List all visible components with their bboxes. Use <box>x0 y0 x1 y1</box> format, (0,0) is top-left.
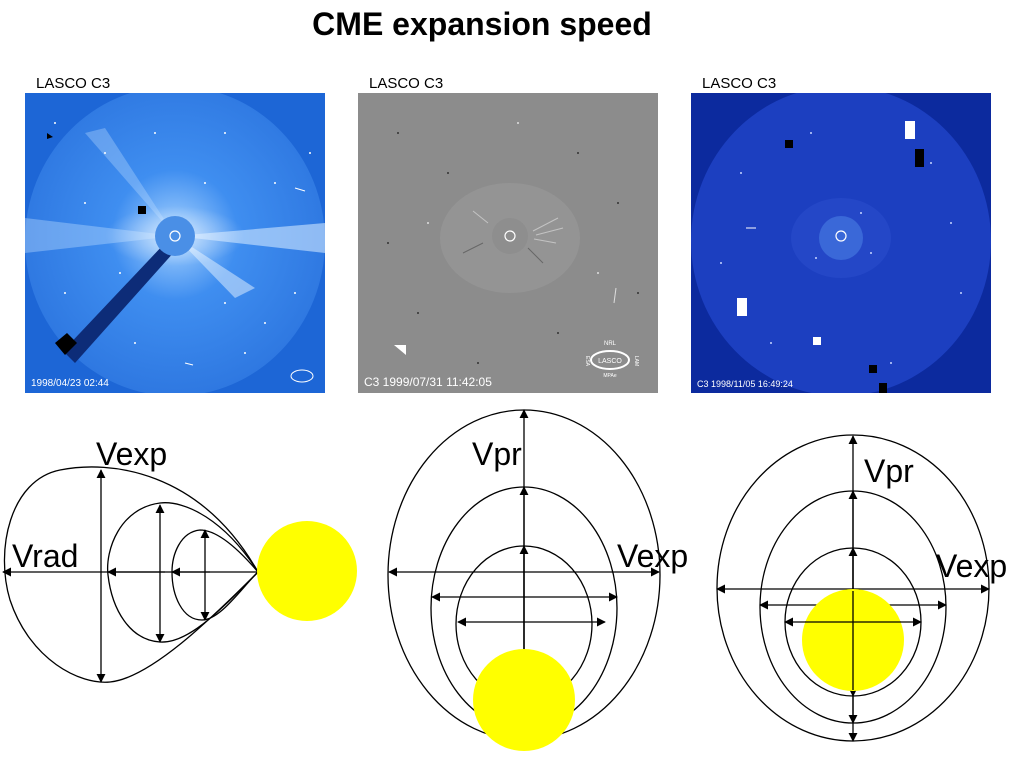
left-diagram <box>2 466 259 683</box>
logo-lam-text: LAM <box>633 356 639 366</box>
right-diagram <box>716 434 990 742</box>
panel-2-label: LASCO C3 <box>369 75 444 92</box>
label-vpr-middle: Vpr <box>472 436 522 472</box>
logo-lasco-text: LASCO <box>598 358 622 365</box>
panel-1-label: LASCO C3 <box>36 75 111 92</box>
timestamp-2: C3 1999/07/31 11:42:05 <box>364 375 492 389</box>
page-title: CME expansion speed <box>312 6 652 42</box>
panel-3-label: LASCO C3 <box>702 75 777 92</box>
label-vpr-right: Vpr <box>864 453 914 489</box>
timestamp-3: C3 1998/11/05 16:49:24 <box>697 379 793 389</box>
label-vexp-left: Vexp <box>96 436 167 472</box>
logo-esa-text: ESA <box>584 356 590 367</box>
lasco-image-1: 1998/04/23 02:44 <box>25 93 325 393</box>
label-vrad-left: Vrad <box>12 538 78 574</box>
cme-expansion-diagrams: Vexp Vrad Vpr Vexp Vpr Vexp <box>2 409 1007 751</box>
label-vexp-middle: Vexp <box>617 538 688 574</box>
middle-diagram <box>387 409 661 741</box>
label-vexp-right: Vexp <box>936 548 1007 584</box>
nrl-lasco-logo: LASCO NRL MPAe ESA LAM <box>584 341 639 379</box>
sun-middle <box>473 649 575 751</box>
lasco-image-3: C3 1998/11/05 16:49:24 <box>691 93 991 393</box>
timestamp-1: 1998/04/23 02:44 <box>31 378 109 389</box>
logo-mpae-text: MPAe <box>603 373 616 379</box>
sun-left <box>257 521 357 621</box>
lasco-image-2: LASCO NRL MPAe ESA LAM C3 1999/07/31 11:… <box>358 93 658 393</box>
logo-nrl-text: NRL <box>604 341 617 347</box>
